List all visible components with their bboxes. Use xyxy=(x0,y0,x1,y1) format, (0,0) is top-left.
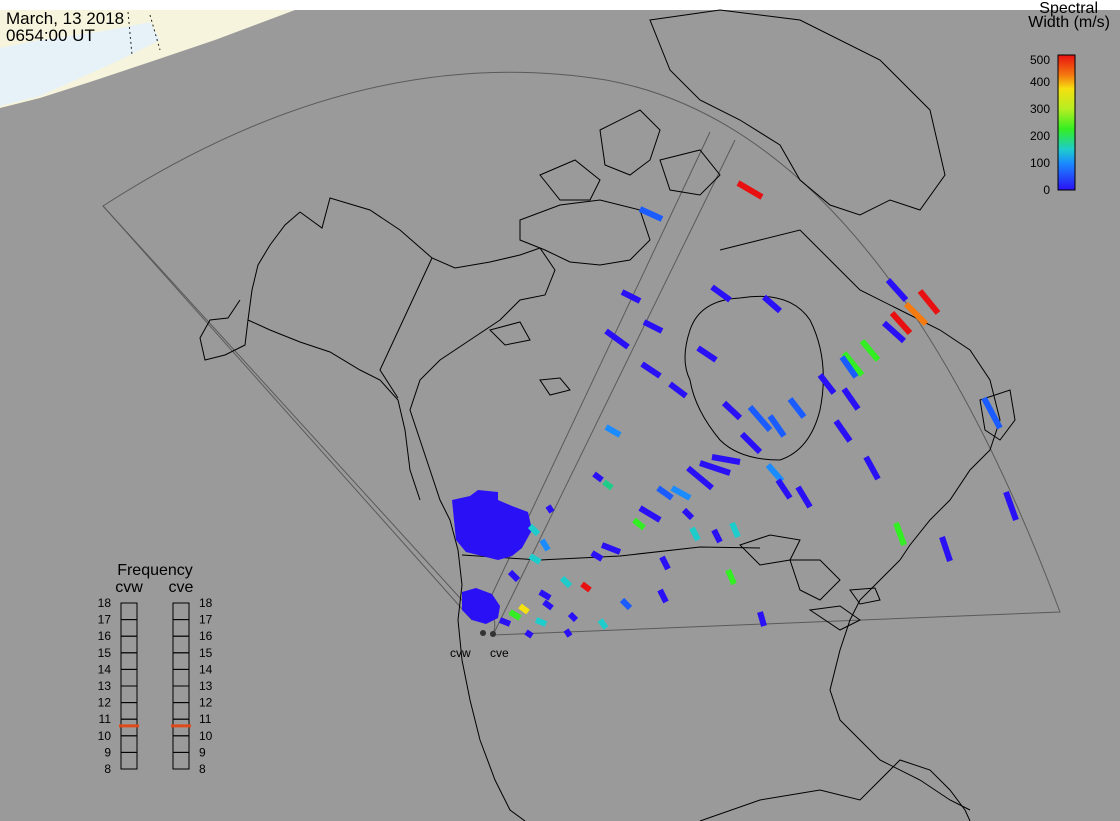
colorbar-tick-label: 500 xyxy=(1030,53,1050,67)
frequency-scale-label: 14 xyxy=(199,662,213,676)
daylight-region xyxy=(0,10,295,108)
frequency-scale-label: 13 xyxy=(199,679,213,693)
frequency-scale-label: 17 xyxy=(199,613,213,627)
top-strip xyxy=(0,0,1120,10)
site-label-cve: cve xyxy=(490,646,509,660)
colorbar-tick-label: 0 xyxy=(1043,183,1050,197)
time-label: 0654:00 UT xyxy=(6,26,95,45)
ice-region xyxy=(0,22,160,106)
frequency-scale-label: 9 xyxy=(104,745,111,759)
frequency-scale-label: 10 xyxy=(98,729,112,743)
frequency-scale-label: 15 xyxy=(199,646,213,660)
frequency-scale-label: 11 xyxy=(99,712,112,726)
radar-site-cvw xyxy=(480,630,486,636)
date-label: March, 13 2018 xyxy=(6,9,125,28)
colorbar-title-line2: Width (m/s) xyxy=(1028,14,1110,31)
frequency-cell xyxy=(120,751,138,770)
frequency-scale-label: 17 xyxy=(98,613,112,627)
fov-outlines xyxy=(102,71,1061,636)
frequency-radar-cvw: cvw xyxy=(115,579,143,596)
frequency-scale-label: 10 xyxy=(199,729,213,743)
frequency-radar-cve: cve xyxy=(169,579,194,596)
frequency-cell xyxy=(172,751,190,770)
frequency-scale-label: 16 xyxy=(199,629,213,643)
site-label-cvw: cvw xyxy=(450,646,471,660)
frequency-scale-label: 13 xyxy=(98,679,112,693)
frequency-scale-label: 9 xyxy=(199,745,206,759)
frequency-scale-label: 18 xyxy=(199,596,213,610)
frequency-scale-label: 12 xyxy=(98,696,112,710)
colorbar-tick-label: 400 xyxy=(1030,75,1050,89)
frequency-panel: Frequency cvw cve 18 17 16 15 14 13 12 11 10 9 8 18… xyxy=(98,562,213,776)
colorbar-tick-label: 200 xyxy=(1030,129,1050,143)
colorbar-gradient xyxy=(1057,54,1076,191)
coastlines xyxy=(199,9,1016,821)
frequency-scale-label: 8 xyxy=(104,762,111,776)
radar-returns xyxy=(452,180,1019,639)
frequency-scale-label: 15 xyxy=(98,646,112,660)
colorbar-title-line1: Spectral xyxy=(1039,0,1098,17)
frequency-scale-label: 8 xyxy=(199,762,206,776)
radar-site-cve xyxy=(490,631,496,637)
colorbar: Spectral Width (m/s) 500 400 300 200 100 0 xyxy=(1028,0,1110,197)
frequency-scale-label: 16 xyxy=(98,629,112,643)
colorbar-tick-label: 300 xyxy=(1030,102,1050,116)
frequency-scale-label: 11 xyxy=(199,712,212,726)
colorbar-tick-label: 100 xyxy=(1030,156,1050,170)
frequency-scale-label: 12 xyxy=(199,696,213,710)
frequency-scale-label: 14 xyxy=(98,662,112,676)
frequency-scale-label: 18 xyxy=(98,596,112,610)
frequency-title: Frequency xyxy=(117,562,193,579)
